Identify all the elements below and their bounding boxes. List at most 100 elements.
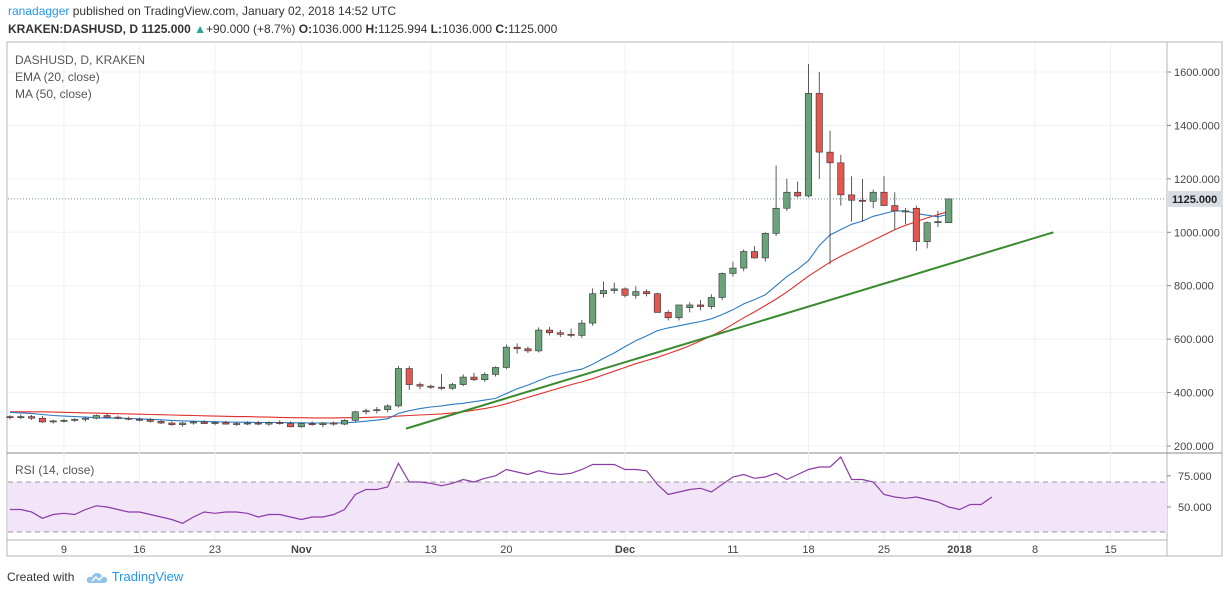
- candle-body: [438, 386, 446, 389]
- candle-body: [276, 422, 284, 424]
- price-tick-label: 1000.000: [1174, 227, 1220, 239]
- legend-ema: EMA (20, close): [15, 70, 100, 84]
- candle: [912, 205, 920, 251]
- candle-body: [761, 233, 769, 259]
- candle: [826, 130, 834, 265]
- candle-body: [740, 251, 748, 269]
- candle: [869, 189, 877, 209]
- candle: [448, 382, 456, 390]
- candle: [729, 261, 737, 277]
- last-price: 1125.000: [141, 22, 191, 36]
- candle-body: [243, 422, 251, 425]
- candle-body: [308, 423, 316, 425]
- legend-symbol: DASHUSD, D, KRAKEN: [15, 53, 145, 67]
- time-tick-label: 9: [61, 544, 67, 556]
- candle: [92, 414, 100, 420]
- candle-body: [934, 221, 942, 223]
- candle-body: [222, 422, 230, 425]
- candle-body: [794, 191, 802, 197]
- candle: [470, 372, 478, 381]
- price-chart[interactable]: 200.000 400.000 600.000 800.000 1000.000 1200…: [0, 0, 1230, 560]
- candle-body: [157, 421, 165, 424]
- candle: [783, 178, 791, 211]
- candle: [599, 281, 607, 298]
- time-tick-label: 13: [425, 544, 437, 556]
- candle: [60, 418, 68, 423]
- candle-body: [621, 288, 629, 296]
- candle: [621, 287, 629, 298]
- candle-body: [211, 422, 219, 424]
- author-link[interactable]: ranadagger: [8, 4, 70, 18]
- candle: [71, 418, 79, 422]
- candle-body: [567, 334, 575, 336]
- candle: [233, 421, 241, 426]
- candle: [49, 419, 57, 424]
- candle: [481, 372, 489, 382]
- rsi-tick-label: 75.000: [1178, 471, 1212, 483]
- time-tick-label: 2018: [947, 544, 971, 556]
- candle: [416, 382, 424, 390]
- candle-body: [351, 411, 359, 421]
- candles: [6, 63, 953, 428]
- created-with-label: Created with: [7, 570, 75, 584]
- candle-body: [912, 207, 920, 242]
- price-tick-label: 800.000: [1174, 281, 1214, 293]
- candle: [211, 421, 219, 426]
- high-label: H:: [365, 22, 379, 36]
- candle: [82, 417, 90, 422]
- candle-body: [664, 312, 672, 319]
- candle-body: [923, 222, 931, 242]
- candle: [556, 330, 564, 338]
- candle: [837, 154, 845, 206]
- rsi-axis: 50.000 75.000: [1167, 471, 1212, 514]
- candle-body: [103, 415, 111, 418]
- candle-body: [826, 151, 834, 164]
- candle: [179, 421, 187, 427]
- candle: [945, 198, 953, 223]
- candle-body: [945, 198, 953, 223]
- candle: [686, 302, 694, 313]
- candle-body: [772, 207, 780, 234]
- candle: [319, 421, 327, 428]
- rsi-14-line: [10, 456, 993, 524]
- candle: [815, 72, 823, 179]
- candle-body: [114, 416, 122, 419]
- candle-body: [384, 405, 392, 410]
- price-tick-label: 1600.000: [1174, 67, 1220, 79]
- candle-body: [751, 251, 759, 259]
- last-price-marker: 1125.000: [8, 190, 1222, 207]
- candle-body: [632, 291, 640, 296]
- high-value: 1125.994: [378, 22, 428, 36]
- candle: [125, 416, 133, 421]
- candle: [157, 419, 165, 425]
- candle-body: [405, 368, 413, 385]
- candle: [373, 406, 381, 414]
- price-axis: 200.000 400.000 600.000 800.000 1000.000 1200…: [1167, 67, 1220, 453]
- time-axis: 9 16 23 Nov 13 20 Dec 11 18 25 2018 8 15: [61, 544, 1117, 556]
- candle-body: [373, 409, 381, 412]
- candle-body: [729, 267, 737, 274]
- rsi-band: [8, 482, 1167, 532]
- candle: [718, 272, 726, 301]
- support-trendline: [405, 231, 1054, 430]
- candle-body: [578, 322, 586, 336]
- candle: [804, 63, 812, 198]
- moving-averages: [9, 210, 949, 424]
- candle-body: [653, 293, 661, 313]
- candle: [794, 181, 802, 198]
- candle-body: [82, 417, 90, 420]
- candle: [405, 365, 413, 390]
- rsi-line: [10, 456, 993, 524]
- candle: [6, 415, 14, 420]
- tradingview-link[interactable]: TradingView: [111, 569, 184, 584]
- candle: [653, 292, 661, 313]
- candle: [751, 246, 759, 259]
- footer: Created with TradingView: [7, 569, 183, 584]
- legend-ma: MA (50, close): [15, 87, 92, 101]
- rsi-band-lines: [8, 481, 1166, 533]
- candle: [222, 420, 230, 425]
- candle: [438, 373, 446, 390]
- time-tick-label: 11: [727, 544, 738, 556]
- candle-body: [783, 191, 791, 209]
- open-label: O:: [298, 22, 313, 36]
